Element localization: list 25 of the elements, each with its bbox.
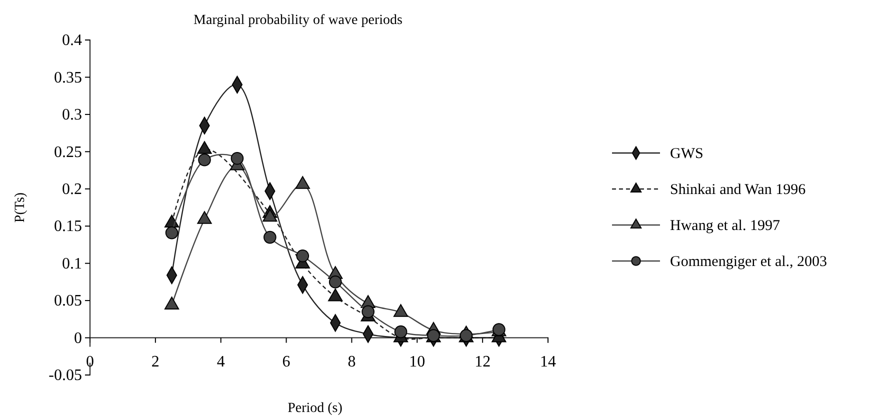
y-tick-label: -0.05	[48, 367, 82, 384]
y-tick-label: 0.05	[54, 292, 82, 310]
y-tick-label: 0.4	[62, 32, 82, 50]
y-axis-title: P(Ts)	[13, 192, 28, 223]
x-tick-label: 14	[540, 354, 556, 371]
legend-label: Hwang et al. 1997	[670, 218, 780, 234]
chart-title: Marginal probability of wave periods	[194, 13, 402, 28]
y-tick-label: 0.15	[54, 218, 82, 236]
x-tick-label: 10	[409, 354, 426, 371]
y-tick-label: 0.25	[54, 144, 82, 161]
y-tick-label: 0.2	[62, 181, 82, 198]
legend-label: Shinkai and Wan 1996	[670, 182, 806, 198]
x-tick-label: 6	[282, 354, 290, 371]
y-tick-label: 0	[74, 330, 82, 347]
x-tick-label: 2	[151, 354, 160, 371]
y-tick-label: 0.1	[62, 255, 82, 272]
y-tick-label: 0.3	[62, 106, 82, 124]
x-tick-label: 4	[216, 354, 225, 371]
legend-label: Gommengiger et al., 2003	[670, 254, 828, 270]
legend-label: GWS	[670, 146, 704, 162]
x-tick-label: 8	[348, 354, 356, 371]
x-tick-label: 12	[474, 354, 491, 371]
x-axis-title: Period (s)	[288, 401, 343, 416]
x-tick-label: 0	[86, 354, 94, 371]
y-tick-label: 0.35	[54, 69, 82, 86]
